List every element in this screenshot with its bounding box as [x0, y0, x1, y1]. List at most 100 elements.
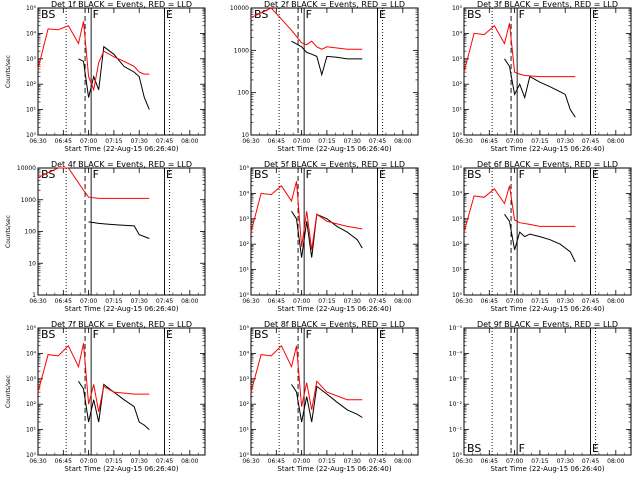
marker-bs: BS	[41, 8, 55, 21]
x-tick-label: 07:30	[131, 458, 148, 465]
x-tick-label: 08:00	[607, 458, 624, 465]
x-tick-label: 07:45	[156, 458, 173, 465]
x-tick-label: 07:45	[582, 138, 599, 145]
series-events	[504, 214, 576, 263]
marker-f: F	[306, 8, 312, 21]
detector-plot-7: Det 7f BLACK = Events, RED = LLD 10⁰ 10¹ 10…	[5, 320, 206, 473]
y-tick-label: 10⁻⁵	[449, 325, 463, 332]
x-tick-label: 07:30	[557, 458, 574, 465]
y-tick-label: 10⁵	[452, 165, 463, 172]
y-tick-label: 10³	[452, 216, 463, 223]
y-tick-label: 10³	[452, 56, 463, 63]
plot-frame	[37, 7, 206, 136]
marker-f: F	[306, 328, 312, 341]
series-events	[88, 221, 150, 239]
y-axis-label: Counts/sec	[5, 215, 12, 248]
y-axis-label: Counts/sec	[5, 375, 12, 408]
series-lld	[37, 343, 150, 412]
x-tick-label: 07:15	[105, 138, 122, 145]
marker-f: F	[519, 168, 525, 181]
detector-plot-3: Det 3f BLACK = Events, RED = LLD 10⁰ 10¹ 10…	[452, 0, 632, 153]
x-tick-label: 06:45	[481, 458, 498, 465]
x-tick-label: 07:15	[105, 298, 122, 305]
detector-plot-8: Det 8f BLACK = Events, RED = LLD 10⁰ 10¹ 10…	[239, 320, 419, 473]
y-tick-label: 10¹	[239, 427, 250, 434]
marker-bs: BS	[467, 442, 481, 455]
x-tick-label: 07:45	[369, 458, 386, 465]
series-lld	[463, 185, 576, 233]
x-tick-label: 07:00	[293, 458, 310, 465]
y-tick-label: 10⁵	[26, 5, 37, 12]
series-lld	[37, 167, 150, 199]
x-tick-label: 07:00	[293, 138, 310, 145]
x-tick-label: 07:00	[293, 298, 310, 305]
x-tick-label: 07:00	[506, 458, 523, 465]
plot-frame	[463, 327, 632, 456]
marker-e: E	[379, 8, 386, 21]
x-tick-label: 07:45	[156, 298, 173, 305]
x-axis-label: Start Time (22-Aug-15 06:26:40)	[64, 465, 178, 473]
x-tick-label: 07:15	[318, 298, 335, 305]
x-tick-label: 06:30	[455, 138, 472, 145]
y-tick-label: 10⁵	[239, 325, 250, 332]
x-tick-label: 07:15	[318, 138, 335, 145]
y-tick-label: 10¹	[26, 107, 37, 114]
series-events	[78, 45, 150, 110]
x-tick-label: 06:30	[242, 458, 259, 465]
x-tick-label: 07:30	[557, 298, 574, 305]
y-axis-label: Counts/sec	[5, 55, 12, 88]
x-tick-label: 06:30	[242, 298, 259, 305]
plot-frame	[37, 167, 206, 296]
marker-f: F	[93, 328, 99, 341]
y-tick-label: 10⁵	[26, 325, 37, 332]
y-tick-label: 10⁰	[26, 452, 37, 459]
marker-e: E	[592, 168, 599, 181]
y-tick-label: 10²	[239, 401, 250, 408]
plot-frame	[250, 167, 419, 296]
x-tick-label: 06:30	[29, 138, 46, 145]
x-tick-label: 07:15	[531, 138, 548, 145]
plot-title: Det 9f BLACK = Events, RED = LLD	[477, 320, 618, 329]
marker-f: F	[93, 8, 99, 21]
plot-frame	[250, 7, 419, 136]
x-tick-label: 07:15	[105, 458, 122, 465]
x-tick-label: 06:30	[29, 298, 46, 305]
detector-plot-1: Det 1f BLACK = Events, RED = LLD 10⁰ 10¹ 10…	[5, 0, 206, 153]
x-tick-label: 07:15	[318, 458, 335, 465]
plot-frame	[37, 327, 206, 456]
series-events	[78, 381, 150, 430]
y-tick-label: 10⁰	[452, 132, 463, 139]
x-axis-label: Start Time (22-Aug-15 06:26:40)	[277, 305, 391, 313]
series-lld	[463, 23, 576, 78]
marker-e: E	[592, 8, 599, 21]
marker-e: E	[166, 328, 173, 341]
x-tick-label: 08:00	[181, 138, 198, 145]
marker-f: F	[306, 168, 312, 181]
y-tick-label: 10³	[239, 376, 250, 383]
plot-title: Det 1f BLACK = Events, RED = LLD	[51, 0, 192, 9]
y-tick-label: 1	[32, 292, 36, 299]
y-tick-label: 10¹	[452, 267, 463, 274]
plot-title: Det 3f BLACK = Events, RED = LLD	[477, 0, 618, 9]
y-tick-label: 10⁰	[239, 452, 250, 459]
y-tick-label: 10⁻⁴	[449, 350, 463, 357]
x-tick-label: 06:30	[242, 138, 259, 145]
y-tick-label: 10⁰	[452, 292, 463, 299]
x-axis-label: Start Time (22-Aug-15 06:26:40)	[64, 305, 178, 313]
x-tick-label: 07:45	[156, 138, 173, 145]
plot-title: Det 7f BLACK = Events, RED = LLD	[51, 320, 192, 329]
x-tick-label: 08:00	[394, 458, 411, 465]
plot-frame	[250, 327, 419, 456]
x-tick-label: 07:30	[344, 298, 361, 305]
marker-e: E	[379, 168, 386, 181]
x-tick-label: 08:00	[607, 298, 624, 305]
x-axis-label: Start Time (22-Aug-15 06:26:40)	[490, 145, 604, 153]
x-tick-label: 07:00	[80, 138, 97, 145]
x-tick-label: 06:45	[55, 458, 72, 465]
detector-plot-5: Det 5f BLACK = Events, RED = LLD 10⁰ 10¹ 10…	[239, 160, 419, 313]
y-tick-label: 10	[241, 132, 249, 139]
y-tick-label: 10000	[17, 165, 36, 172]
y-tick-label: 10²	[26, 401, 37, 408]
x-axis-label: Start Time (22-Aug-15 06:26:40)	[490, 305, 604, 313]
x-tick-label: 06:45	[481, 138, 498, 145]
